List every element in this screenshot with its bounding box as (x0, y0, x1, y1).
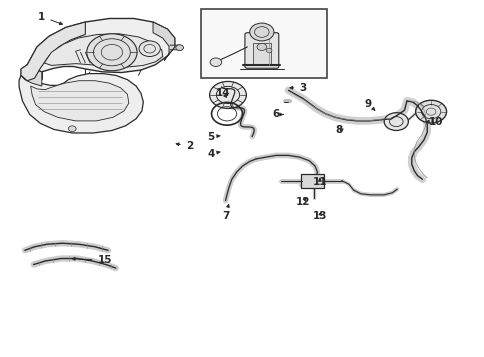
Circle shape (68, 126, 76, 132)
Text: 13: 13 (312, 211, 326, 221)
Polygon shape (19, 74, 143, 133)
Text: 3: 3 (289, 83, 306, 93)
Circle shape (266, 48, 272, 52)
FancyBboxPatch shape (253, 43, 270, 65)
Text: 12: 12 (295, 197, 310, 207)
Circle shape (175, 45, 183, 50)
Text: 15: 15 (72, 255, 112, 265)
Circle shape (257, 43, 266, 50)
Circle shape (209, 81, 246, 109)
Text: 7: 7 (221, 205, 229, 221)
Text: 11: 11 (312, 177, 326, 187)
Text: 9: 9 (364, 99, 374, 110)
Text: 6: 6 (272, 110, 282, 120)
Text: 10: 10 (425, 117, 442, 127)
Circle shape (383, 113, 408, 131)
Polygon shape (44, 34, 162, 67)
Circle shape (139, 41, 160, 56)
Text: 2: 2 (176, 141, 193, 151)
Polygon shape (153, 22, 174, 60)
Text: 1: 1 (38, 12, 62, 25)
Polygon shape (21, 65, 42, 86)
Polygon shape (30, 81, 129, 121)
Text: 14: 14 (215, 88, 230, 98)
Circle shape (249, 23, 273, 41)
Circle shape (415, 100, 446, 123)
Polygon shape (27, 19, 174, 72)
Text: 8: 8 (335, 126, 342, 136)
FancyBboxPatch shape (244, 33, 278, 68)
Polygon shape (21, 22, 85, 81)
Text: 4: 4 (207, 149, 220, 159)
FancyBboxPatch shape (201, 9, 326, 78)
Text: 5: 5 (207, 131, 220, 141)
Circle shape (210, 58, 221, 66)
Circle shape (87, 34, 137, 71)
FancyBboxPatch shape (301, 174, 324, 188)
